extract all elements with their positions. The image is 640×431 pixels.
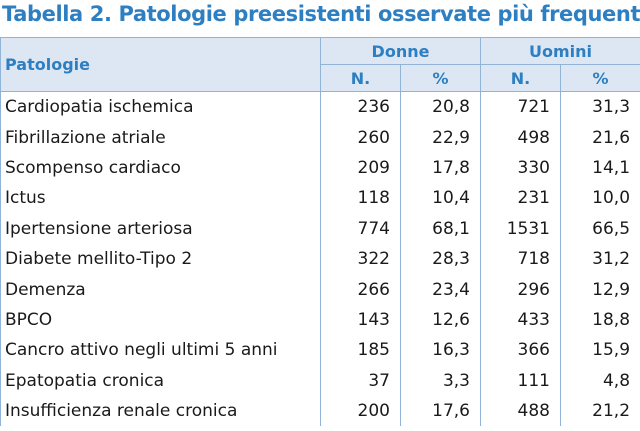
header-women: Donne bbox=[320, 37, 481, 65]
women-percent: 20,8 bbox=[400, 91, 481, 123]
men-count: 718 bbox=[480, 243, 561, 275]
women-percent: 23,4 bbox=[400, 274, 481, 305]
women-count: 118 bbox=[320, 183, 401, 214]
pathology-name: Ictus bbox=[0, 183, 321, 214]
men-percent: 31,2 bbox=[559, 243, 640, 275]
table-row: BPCO 143 12,6 433 18,8 bbox=[0, 304, 640, 336]
men-count: 296 bbox=[480, 274, 561, 305]
women-percent: 10,4 bbox=[400, 183, 481, 214]
women-count: 209 bbox=[320, 152, 401, 184]
table-row: Ictus 118 10,4 231 10,0 bbox=[0, 183, 640, 214]
pathology-name: Insufficienza renale cronica bbox=[0, 395, 321, 427]
women-count: 143 bbox=[320, 304, 401, 336]
header-men-pct: % bbox=[559, 64, 640, 92]
men-count: 366 bbox=[480, 335, 561, 366]
pathology-name: Ipertensione arteriosa bbox=[0, 213, 321, 244]
header-pathology: Patologie bbox=[0, 37, 321, 92]
table-body: Cardiopatia ischemica 236 20,8 721 31,3 … bbox=[0, 91, 640, 427]
women-percent: 12,6 bbox=[400, 304, 481, 336]
men-percent: 15,9 bbox=[559, 335, 640, 366]
table-row: Demenza 266 23,4 296 12,9 bbox=[0, 274, 640, 305]
women-percent: 68,1 bbox=[400, 213, 481, 244]
women-count: 236 bbox=[320, 91, 401, 123]
women-percent: 22,9 bbox=[400, 122, 481, 153]
men-count: 433 bbox=[480, 304, 561, 336]
pathology-name: BPCO bbox=[0, 304, 321, 336]
men-percent: 14,1 bbox=[559, 152, 640, 184]
men-count: 111 bbox=[480, 365, 561, 396]
men-percent: 66,5 bbox=[559, 213, 640, 244]
women-count: 260 bbox=[320, 122, 401, 153]
women-count: 185 bbox=[320, 335, 401, 366]
women-percent: 17,6 bbox=[400, 395, 481, 427]
pathology-name: Fibrillazione atriale bbox=[0, 122, 321, 153]
pathology-name: Cardiopatia ischemica bbox=[0, 91, 321, 123]
table-row: Epatopatia cronica 37 3,3 111 4,8 bbox=[0, 365, 640, 396]
women-percent: 3,3 bbox=[400, 365, 481, 396]
pathology-name: Diabete mellito-Tipo 2 bbox=[0, 243, 321, 275]
table-row: Fibrillazione atriale 260 22,9 498 21,6 bbox=[0, 122, 640, 153]
table-title: Tabella 2. Patologie preesistenti osserv… bbox=[2, 2, 640, 26]
men-percent: 21,6 bbox=[559, 122, 640, 153]
men-count: 330 bbox=[480, 152, 561, 184]
table-header: Patologie Donne Uomini N. % N. % bbox=[0, 37, 640, 92]
men-count: 721 bbox=[480, 91, 561, 123]
men-percent: 21,2 bbox=[559, 395, 640, 427]
women-count: 322 bbox=[320, 243, 401, 275]
header-men: Uomini bbox=[479, 37, 640, 65]
pathology-name: Epatopatia cronica bbox=[0, 365, 321, 396]
pathology-name: Demenza bbox=[0, 274, 321, 305]
table-row: Insufficienza renale cronica 200 17,6 48… bbox=[0, 395, 640, 427]
men-percent: 4,8 bbox=[559, 365, 640, 396]
men-count: 488 bbox=[480, 395, 561, 427]
men-count: 498 bbox=[480, 122, 561, 153]
pathologies-table: Patologie Donne Uomini N. % N. % Cardiop… bbox=[0, 37, 640, 427]
table-row: Ipertensione arteriosa 774 68,1 1531 66,… bbox=[0, 213, 640, 244]
table-row: Cancro attivo negli ultimi 5 anni 185 16… bbox=[0, 335, 640, 366]
women-count: 774 bbox=[320, 213, 401, 244]
men-percent: 18,8 bbox=[559, 304, 640, 336]
pathology-name: Cancro attivo negli ultimi 5 anni bbox=[0, 335, 321, 366]
header-women-n: N. bbox=[320, 64, 401, 92]
women-percent: 17,8 bbox=[400, 152, 481, 184]
men-percent: 10,0 bbox=[559, 183, 640, 214]
women-count: 266 bbox=[320, 274, 401, 305]
header-women-pct: % bbox=[400, 64, 481, 92]
table-row: Scompenso cardiaco 209 17,8 330 14,1 bbox=[0, 152, 640, 184]
women-count: 200 bbox=[320, 395, 401, 427]
women-percent: 28,3 bbox=[400, 243, 481, 275]
table-row: Diabete mellito-Tipo 2 322 28,3 718 31,2 bbox=[0, 243, 640, 275]
table-row: Cardiopatia ischemica 236 20,8 721 31,3 bbox=[0, 91, 640, 123]
men-percent: 12,9 bbox=[559, 274, 640, 305]
women-count: 37 bbox=[320, 365, 401, 396]
men-percent: 31,3 bbox=[559, 91, 640, 123]
pathology-name: Scompenso cardiaco bbox=[0, 152, 321, 184]
women-percent: 16,3 bbox=[400, 335, 481, 366]
men-count: 1531 bbox=[480, 213, 561, 244]
men-count: 231 bbox=[480, 183, 561, 214]
header-men-n: N. bbox=[480, 64, 561, 92]
